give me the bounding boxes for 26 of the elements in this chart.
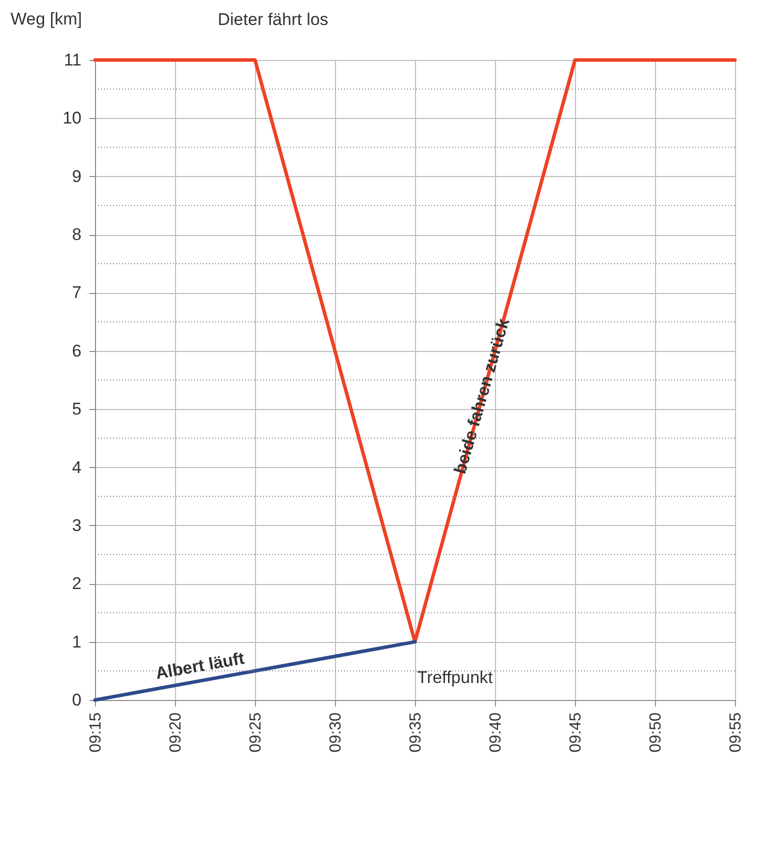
y-tick-label: 11 [64, 50, 82, 70]
annotation: Albert läuft [154, 648, 246, 684]
annotation: Treffpunkt [417, 668, 494, 687]
y-tick-label: 4 [72, 458, 82, 477]
y-tick-label: 3 [72, 516, 82, 535]
x-tick-label: 09:45 [567, 712, 584, 753]
y-tick-label: 9 [72, 166, 82, 186]
y-tick-label: 0 [72, 690, 82, 710]
x-tick-label: 09:15 [88, 712, 104, 753]
annotation: beide fahren zurück [450, 316, 514, 476]
y-tick-label: 6 [72, 341, 82, 360]
y-tick-label: 2 [72, 574, 82, 594]
x-tick-label: 09:40 [488, 712, 505, 753]
x-tick-label: 09:25 [248, 712, 265, 753]
y-tick-label: 1 [72, 632, 82, 652]
annotation: Dieter fährt los [218, 10, 328, 29]
x-tick-label: 09:20 [167, 712, 184, 753]
y-axis-title: Weg [km] [10, 10, 82, 28]
y-tick-label: 10 [62, 108, 82, 128]
x-tick-label: 09:50 [647, 712, 664, 753]
x-tick-label: 09:55 [728, 712, 744, 753]
x-tick-label: 09:35 [407, 712, 424, 753]
y-tick-label: 5 [72, 400, 82, 419]
y-tick-label: 8 [72, 225, 82, 244]
x-tick-label: 09:30 [327, 712, 344, 753]
y-tick-label: 7 [72, 283, 82, 302]
